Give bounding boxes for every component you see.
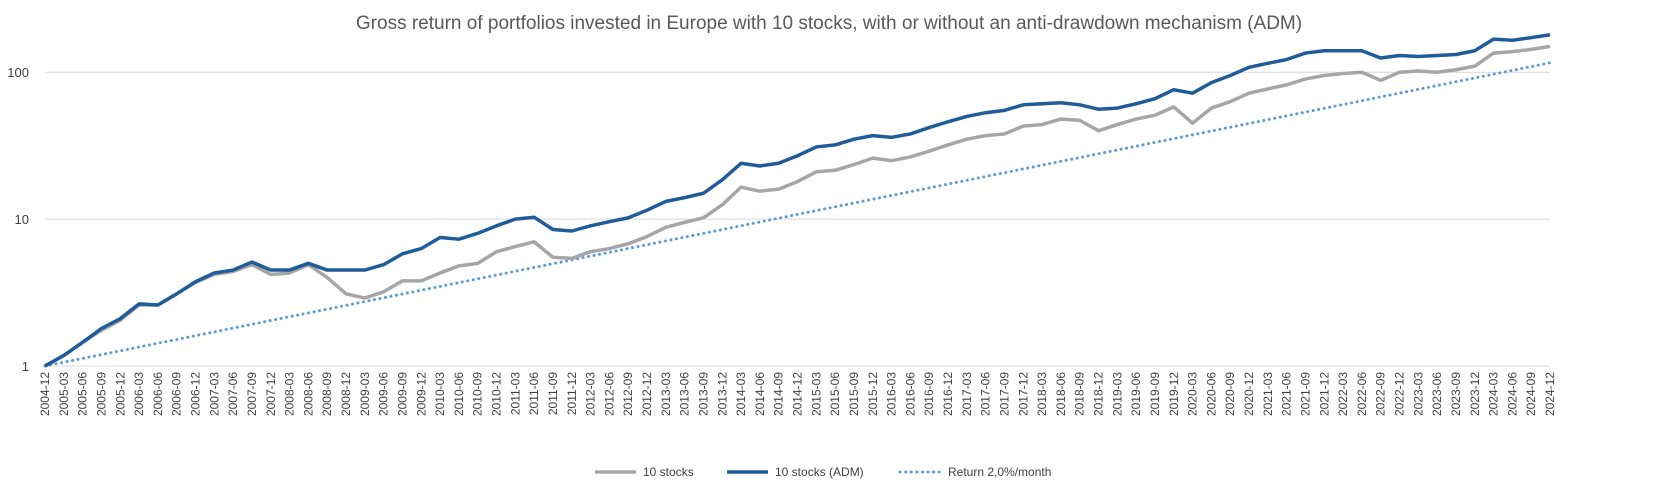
x-tick-label: 2020-06 (1204, 372, 1218, 416)
x-tick-label: 2009-06 (377, 372, 391, 416)
legend-label-adm: 10 stocks (ADM) (775, 465, 864, 479)
legend-label-reference: Return 2,0%/month (948, 465, 1051, 479)
x-tick-label: 2012-09 (621, 372, 635, 416)
x-tick-label: 2024-06 (1505, 372, 1519, 416)
x-axis: 2004-12 2005-03 2005-06 2005-09 2005-12 2006-… (38, 372, 1557, 416)
x-tick-label: 2013-06 (678, 372, 692, 416)
x-tick-label: 2019-09 (1148, 372, 1162, 416)
x-tick-label: 2013-09 (696, 372, 710, 416)
x-tick-label: 2023-12 (1468, 372, 1482, 416)
x-tick-label: 2015-12 (866, 372, 880, 416)
x-tick-label: 2007-12 (264, 372, 278, 416)
chart-title: Gross return of portfolios invested in E… (356, 13, 1302, 34)
x-tick-label: 2010-09 (471, 372, 485, 416)
x-tick-label: 2017-12 (1016, 372, 1030, 416)
x-tick-label: 2006-12 (189, 372, 203, 416)
y-tick-label: 10 (15, 212, 29, 227)
x-tick-label: 2016-03 (885, 372, 899, 416)
x-tick-label: 2015-09 (847, 372, 861, 416)
y-tick-label: 1 (22, 359, 29, 374)
x-tick-label: 2007-03 (207, 372, 221, 416)
x-tick-label: 2006-03 (132, 372, 146, 416)
gridlines (45, 71, 1550, 367)
series-line-reference (43, 61, 1552, 368)
y-tick-label: 100 (7, 65, 29, 80)
x-tick-label: 2018-09 (1073, 372, 1087, 416)
x-tick-label: 2011-06 (527, 372, 541, 415)
x-tick-label: 2020-09 (1223, 372, 1237, 416)
x-tick-label: 2018-03 (1035, 372, 1049, 416)
x-tick-label: 2010-06 (452, 372, 466, 416)
x-tick-label: 2010-12 (490, 372, 504, 416)
x-tick-label: 2008-03 (283, 372, 297, 416)
x-tick-label: 2004-12 (38, 372, 52, 416)
x-tick-label: 2022-03 (1336, 372, 1350, 416)
x-tick-label: 2015-06 (828, 372, 842, 416)
x-tick-label: 2012-03 (584, 372, 598, 416)
x-tick-label: 2007-06 (226, 372, 240, 416)
x-tick-label: 2016-09 (922, 372, 936, 416)
legend: 10 stocks 10 stocks (ADM) Return 2,0%/mo… (595, 465, 1051, 479)
x-tick-label: 2017-09 (997, 372, 1011, 416)
x-tick-label: 2008-12 (339, 372, 353, 416)
x-tick-label: 2006-06 (151, 372, 165, 416)
x-tick-label: 2014-12 (791, 372, 805, 416)
x-tick-label: 2024-09 (1524, 372, 1538, 416)
y-axis: 1 10 100 (7, 65, 29, 374)
x-tick-label: 2008-06 (301, 372, 315, 416)
x-tick-label: 2021-03 (1261, 372, 1275, 416)
x-tick-label: 2013-03 (659, 372, 673, 416)
x-tick-label: 2022-06 (1355, 372, 1369, 416)
x-tick-label: 2024-12 (1543, 372, 1557, 416)
x-tick-label: 2005-06 (76, 372, 90, 416)
x-tick-label: 2018-06 (1054, 372, 1068, 416)
x-tick-label: 2021-09 (1298, 372, 1312, 416)
x-tick-label: 2013-12 (715, 372, 729, 416)
x-tick-label: 2005-09 (94, 372, 108, 416)
x-tick-label: 2009-12 (414, 372, 428, 416)
x-tick-label: 2007-09 (245, 372, 259, 416)
x-tick-label: 2023-09 (1449, 372, 1463, 416)
plot-area (43, 32, 1552, 368)
x-tick-label: 2023-03 (1411, 372, 1425, 416)
x-tick-label: 2010-03 (433, 372, 447, 416)
x-tick-label: 2012-06 (602, 372, 616, 416)
x-tick-label: 2012-12 (640, 372, 654, 416)
x-tick-label: 2022-09 (1374, 372, 1388, 416)
x-tick-label: 2019-06 (1129, 372, 1143, 416)
x-tick-label: 2024-03 (1487, 372, 1501, 416)
x-tick-label: 2009-09 (395, 372, 409, 416)
x-tick-label: 2014-06 (753, 372, 767, 416)
x-tick-label: 2011-03 (508, 372, 522, 415)
x-tick-label: 2022-12 (1393, 372, 1407, 416)
x-tick-label: 2019-03 (1110, 372, 1124, 416)
x-tick-label: 2021-06 (1280, 372, 1294, 416)
x-tick-label: 2014-09 (772, 372, 786, 416)
x-tick-label: 2009-03 (358, 372, 372, 416)
series-line-adm (44, 32, 1551, 368)
x-tick-label: 2019-12 (1167, 372, 1181, 416)
x-tick-label: 2011-09 (546, 372, 560, 415)
x-tick-label: 2020-03 (1186, 372, 1200, 416)
x-tick-label: 2017-06 (979, 372, 993, 416)
x-tick-label: 2016-06 (903, 372, 917, 416)
x-tick-label: 2017-03 (960, 372, 974, 416)
x-tick-label: 2008-09 (320, 372, 334, 416)
x-tick-label: 2018-12 (1092, 372, 1106, 416)
x-tick-label: 2023-06 (1430, 372, 1444, 416)
legend-label-stocks: 10 stocks (643, 465, 694, 479)
x-tick-label: 2014-03 (734, 372, 748, 416)
x-tick-label: 2005-12 (113, 372, 127, 416)
x-tick-label: 2016-12 (941, 372, 955, 416)
x-tick-label: 2021-12 (1317, 372, 1331, 416)
x-tick-label: 2006-09 (170, 372, 184, 416)
x-tick-label: 2005-03 (57, 372, 71, 416)
x-tick-label: 2015-03 (809, 372, 823, 416)
x-tick-label: 2011-12 (565, 372, 579, 415)
x-tick-label: 2020-12 (1242, 372, 1256, 416)
series-line-stocks (44, 44, 1551, 368)
